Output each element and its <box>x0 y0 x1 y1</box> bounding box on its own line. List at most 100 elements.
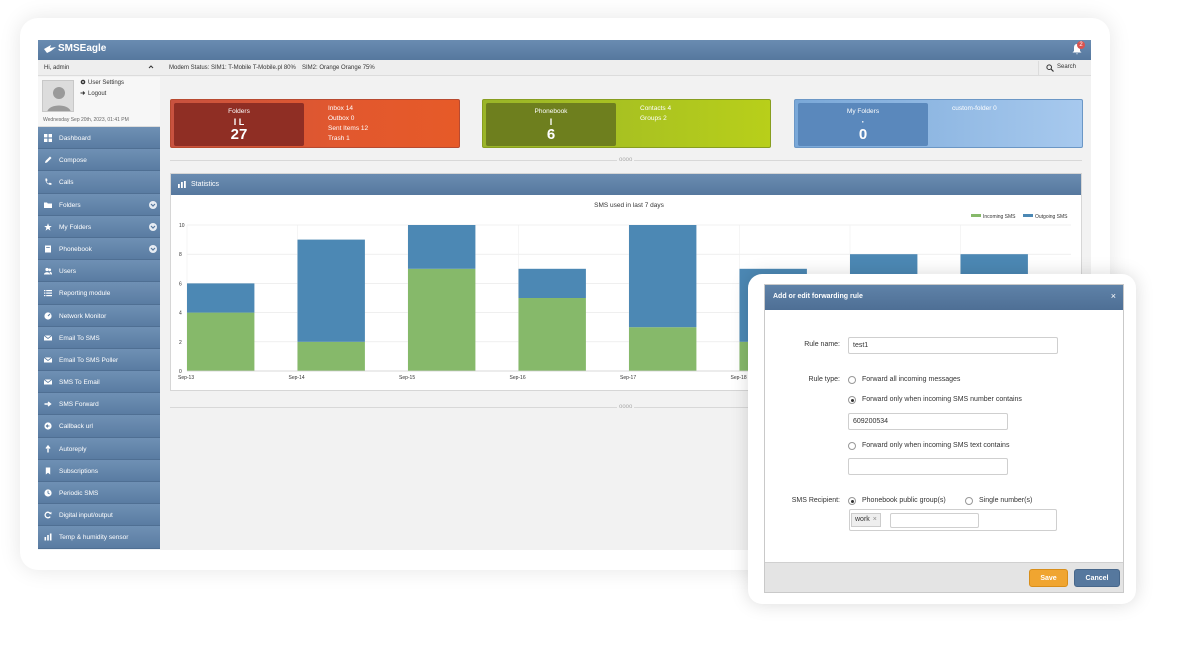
chevron-down-icon[interactable] <box>149 222 157 231</box>
phonebook-tile[interactable]: Phonebook I 6 Contacts 4 Groups 2 <box>482 99 771 148</box>
folder-outbox[interactable]: Outbox 0 <box>328 115 355 122</box>
divider: oooo <box>170 404 1082 410</box>
phonebook-groups[interactable]: Groups 2 <box>640 115 667 122</box>
sidebar-item-network-monitor[interactable]: Network Monitor <box>38 304 160 327</box>
save-button[interactable]: Save <box>1029 569 1068 587</box>
text-contains-input[interactable] <box>848 458 1008 475</box>
cancel-button[interactable]: Cancel <box>1074 569 1120 587</box>
grid-icon <box>44 134 52 142</box>
sidebar-item-label: SMS Forward <box>59 401 99 409</box>
sidebar-item-callback-url[interactable]: Callback url <box>38 415 160 438</box>
sidebar-item-label: Callback url <box>59 423 93 431</box>
user-settings-link[interactable]: User Settings <box>80 79 124 86</box>
group-search-input[interactable] <box>890 513 979 528</box>
sidebar-item-sms-to-email[interactable]: SMS To Email <box>38 371 160 394</box>
my-folders-tile[interactable]: My Folders · 0 custom-folder 0 <box>794 99 1083 148</box>
sidebar-item-sms-forward[interactable]: SMS Forward <box>38 393 160 416</box>
x-tick-label: Sep-13 <box>178 375 194 381</box>
chevron-down-icon[interactable] <box>149 200 157 209</box>
collapse-handle[interactable]: oooo <box>617 157 635 163</box>
remove-tag-icon[interactable]: × <box>872 516 877 523</box>
sidebar-item-digital-io[interactable]: Digital input/output <box>38 504 160 527</box>
sidebar-item-label: Network Monitor <box>59 312 107 320</box>
close-icon[interactable]: × <box>1110 291 1116 301</box>
profile-box: User Settings Logout Wednesday Sep 20th,… <box>38 77 160 127</box>
search-label: Search <box>1057 64 1077 70</box>
rule-name-input[interactable]: test1 <box>848 337 1058 354</box>
logout-label: Logout <box>88 91 107 97</box>
sidebar-item-label: Email To SMS Poller <box>59 356 119 364</box>
sidebar-item-my-folders[interactable]: My Folders <box>38 215 160 238</box>
chevron-up-icon[interactable] <box>148 64 154 70</box>
phonebook-contacts[interactable]: Contacts 4 <box>640 105 672 112</box>
sidebar-item-email-to-sms[interactable]: Email To SMS <box>38 326 160 349</box>
bar-chart-icon <box>44 533 52 541</box>
y-tick-label: 10 <box>179 223 185 229</box>
bar-outgoing <box>518 268 586 298</box>
search-button[interactable]: Search <box>1038 61 1091 75</box>
brand-name[interactable]: SMSEagle <box>58 43 107 54</box>
avatar <box>42 80 74 112</box>
sidebar-item-users[interactable]: Users <box>38 260 160 283</box>
envelope-icon <box>44 334 52 341</box>
group-tag-input[interactable]: work × <box>849 509 1057 531</box>
bar-chart-icon <box>178 181 186 188</box>
modal-title: Add or edit forwarding rule <box>773 293 863 300</box>
number-contains-input[interactable]: 609200534 <box>848 413 1008 430</box>
forward-text-radio[interactable] <box>848 442 856 450</box>
folders-count: 27 <box>230 126 248 143</box>
user-greeting[interactable]: Hi, admin <box>44 65 70 71</box>
phonebook-count: 6 <box>546 126 556 143</box>
gear-icon <box>80 79 86 85</box>
sidebar-item-periodic-sms[interactable]: Periodic SMS <box>38 482 160 505</box>
forwarding-rule-modal: Add or edit forwarding rule × Rule name:… <box>764 284 1124 593</box>
y-tick-label: 8 <box>179 252 182 258</box>
sidebar-item-compose[interactable]: Compose <box>38 149 160 172</box>
sidebar-item-phonebook[interactable]: Phonebook <box>38 237 160 261</box>
sidebar-item-email-to-sms-poller[interactable]: Email To SMS Poller <box>38 348 160 372</box>
rule-type-label: Rule type: <box>808 376 840 383</box>
sidebar-item-dashboard[interactable]: Dashboard <box>38 127 160 150</box>
group-tag[interactable]: work × <box>851 513 881 527</box>
forward-all-label: Forward all incoming messages <box>862 376 961 383</box>
current-date: Wednesday Sep 20th, 2023, 01:41 PM <box>43 117 129 123</box>
sidebar-item-label: Folders <box>59 201 81 209</box>
y-tick-label: 6 <box>179 281 182 287</box>
users-icon <box>44 268 52 275</box>
sidebar-item-label: Reporting module <box>59 290 111 298</box>
bar-incoming <box>518 298 586 371</box>
modal-footer: Save Cancel <box>765 562 1123 592</box>
sidebar-item-label: Email To SMS <box>59 334 100 342</box>
x-tick-label: Sep-14 <box>289 375 305 381</box>
status-bar: Hi, admin Modem Status: SIM1: T-Mobile T… <box>38 60 1091 76</box>
sidebar-nav: Dashboard Compose Calls Folders My Folde… <box>38 127 160 549</box>
custom-folder-item[interactable]: custom-folder 0 <box>952 105 997 112</box>
sidebar-item-subscriptions[interactable]: Subscriptions <box>38 459 160 482</box>
forward-all-radio[interactable] <box>848 376 856 384</box>
folder-inbox[interactable]: Inbox 14 <box>328 105 353 112</box>
x-tick-label: Sep-15 <box>399 375 415 381</box>
bookmark-icon <box>45 467 51 475</box>
star-icon <box>44 223 52 231</box>
folders-tile[interactable]: Folders I L 27 Inbox 14 Outbox 0 Sent It… <box>170 99 460 148</box>
sidebar-item-temp-humidity[interactable]: Temp & humidity sensor <box>38 526 160 549</box>
eagle-logo-icon <box>44 45 56 53</box>
forward-number-radio[interactable] <box>848 396 856 404</box>
collapse-handle[interactable]: oooo <box>617 404 635 410</box>
single-number-radio[interactable] <box>965 497 973 505</box>
legend-swatch <box>971 214 981 217</box>
y-tick-label: 4 <box>179 311 182 317</box>
phonebook-group-radio[interactable] <box>848 497 856 505</box>
sidebar-item-autoreply[interactable]: Autoreply <box>38 437 160 460</box>
logout-link[interactable]: Logout <box>80 90 106 97</box>
sidebar-item-label: Digital input/output <box>59 512 113 520</box>
chevron-down-icon[interactable] <box>149 244 157 253</box>
sidebar-item-folders[interactable]: Folders <box>38 193 160 216</box>
folder-sent-items[interactable]: Sent Items 12 <box>328 125 369 132</box>
sidebar-item-calls[interactable]: Calls <box>38 171 160 194</box>
folder-trash[interactable]: Trash 1 <box>328 135 350 142</box>
sidebar-item-reporting-module[interactable]: Reporting module <box>38 282 160 305</box>
my-folders-details: custom-folder 0 <box>952 104 997 114</box>
arrow-up-icon <box>45 444 51 453</box>
bar-incoming <box>297 341 365 371</box>
